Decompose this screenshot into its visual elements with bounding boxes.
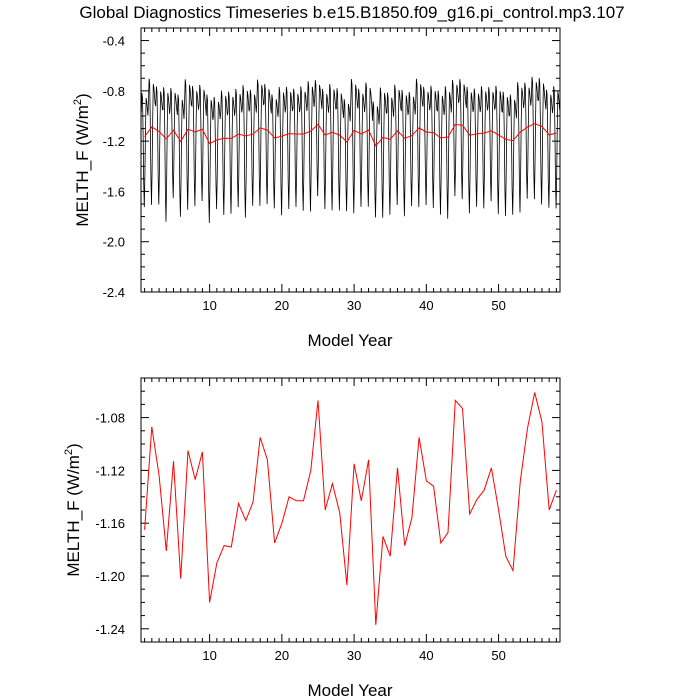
bottom-x-tick-label: 30 [347, 648, 361, 663]
bottom-panel: 10 20 30 40 50 -1.08 -1.12 -1.16 -1.20 -1.24 Mode… [63, 377, 561, 700]
top-series-1-line [144, 123, 557, 147]
bottom-x-tick-label: 20 [275, 648, 289, 663]
top-x-tick-label: 40 [419, 298, 433, 313]
top-panel: 10 20 30 40 50 -0.4 -0.8 -1.2 -1.6 -2.0 -2.4 Model… [72, 27, 561, 350]
bottom-x-tick-label: 10 [202, 648, 216, 663]
top-x-tick-label: 50 [491, 298, 505, 313]
figure-title: Global Diagnostics Timeseries b.e15.B185… [79, 3, 624, 22]
bottom-y-tick-label: -1.12 [95, 463, 125, 478]
top-y-axis-title: MELTH_F (W/m2) [72, 93, 92, 226]
top-x-tick-label: 20 [275, 298, 289, 313]
top-y-tick-label: -0.4 [103, 34, 125, 49]
bottom-plot-frame [140, 377, 561, 643]
top-x-tick-label: 30 [347, 298, 361, 313]
bottom-x-axis-title: Model Year [307, 681, 392, 700]
bottom-y-tick-label: -1.24 [95, 622, 125, 637]
bottom-x-tick-label: 50 [491, 648, 505, 663]
top-y-tick-label: -0.8 [103, 84, 125, 99]
bottom-y-axis-title: MELTH_F (W/m2) [63, 443, 83, 576]
bottom-x-tick-label: 40 [419, 648, 433, 663]
bottom-series-0-line [144, 392, 557, 625]
bottom-y-tick-label: -1.08 [95, 411, 125, 426]
top-x-axis-title: Model Year [307, 331, 392, 350]
bottom-y-tick-label: -1.16 [95, 516, 125, 531]
top-y-tick-label: -1.6 [103, 184, 125, 199]
top-y-tick-label: -2.0 [103, 235, 125, 250]
top-series-0-line [140, 76, 561, 223]
bottom-y-tick-label: -1.20 [95, 569, 125, 584]
top-plot-frame [140, 27, 561, 293]
top-x-tick-label: 10 [202, 298, 216, 313]
top-y-tick-label: -2.4 [103, 285, 125, 300]
top-y-tick-label: -1.2 [103, 134, 125, 149]
